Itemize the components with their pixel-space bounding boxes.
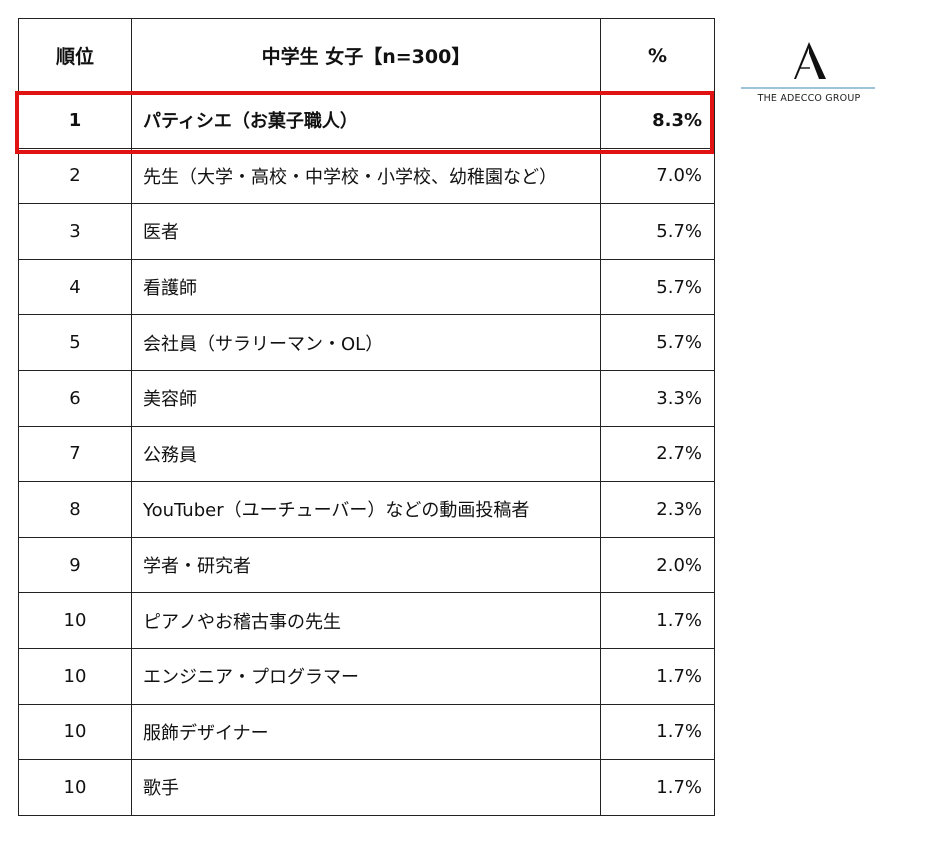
ranking-table-body: 1 パティシエ（お菓子職人） 8.3% 2 先生（大学・高校・中学校・小学校、幼稚園など… <box>18 92 715 816</box>
rank-cell: 6 <box>18 369 132 427</box>
job-cell: YouTuber（ユーチューバー）などの動画投稿者 <box>131 481 601 538</box>
table-row: 9 学者・研究者 2.0% <box>18 536 715 594</box>
percent-cell: 3.3% <box>600 369 715 427</box>
adecco-group-logo: THE ADECCO GROUP <box>741 40 877 110</box>
table-row: 10 服飾デザイナー 1.7% <box>18 703 715 761</box>
percent-cell: 1.7% <box>600 647 715 705</box>
table-row: 7 公務員 2.7% <box>18 425 715 483</box>
rank-cell: 10 <box>18 703 132 761</box>
job-cell: パティシエ（お菓子職人） <box>131 92 601 149</box>
job-cell: 先生（大学・高校・中学校・小学校、幼稚園など） <box>131 147 601 205</box>
table-row: 10 歌手 1.7% <box>18 759 715 816</box>
percent-cell: 1.7% <box>600 592 715 649</box>
logo-divider <box>741 87 875 89</box>
percent-cell: 1.7% <box>600 703 715 761</box>
percent-cell: 5.7% <box>600 203 715 260</box>
table-row: 10 ピアノやお稽古事の先生 1.7% <box>18 592 715 649</box>
percent-cell: 8.3% <box>600 92 715 149</box>
table-row: 10 エンジニア・プログラマー 1.7% <box>18 647 715 705</box>
table-header-row: 順位 中学生 女子【n=300】 % <box>18 18 715 93</box>
header-job: 中学生 女子【n=300】 <box>131 18 601 93</box>
table-row: 3 医者 5.7% <box>18 203 715 260</box>
job-cell: ピアノやお稽古事の先生 <box>131 592 601 649</box>
percent-cell: 7.0% <box>600 147 715 205</box>
rank-cell: 10 <box>18 647 132 705</box>
percent-cell: 5.7% <box>600 258 715 316</box>
logo-text: THE ADECCO GROUP <box>757 93 861 104</box>
job-cell: 医者 <box>131 203 601 260</box>
rank-cell: 2 <box>18 147 132 205</box>
adecco-logo-mark-icon <box>794 42 826 79</box>
percent-cell: 2.7% <box>600 425 715 483</box>
job-cell: 公務員 <box>131 425 601 483</box>
job-cell: 美容師 <box>131 369 601 427</box>
percent-cell: 2.0% <box>600 536 715 594</box>
percent-cell: 2.3% <box>600 481 715 538</box>
job-cell: 会社員（サラリーマン・OL） <box>131 314 601 371</box>
header-rank: 順位 <box>18 18 132 93</box>
rank-cell: 1 <box>18 92 132 149</box>
rank-cell: 10 <box>18 592 132 649</box>
job-cell: 学者・研究者 <box>131 536 601 594</box>
table-row: 8 YouTuber（ユーチューバー）などの動画投稿者 2.3% <box>18 481 715 538</box>
rank-cell: 7 <box>18 425 132 483</box>
job-cell: 歌手 <box>131 759 601 816</box>
percent-cell: 5.7% <box>600 314 715 371</box>
ranking-table-container: 順位 中学生 女子【n=300】 % 1 パティシエ（お菓子職人） 8.3% 2 先生（… <box>18 18 715 816</box>
job-cell: 服飾デザイナー <box>131 703 601 761</box>
rank-cell: 4 <box>18 258 132 316</box>
header-percent: % <box>600 18 715 93</box>
table-row: 4 看護師 5.7% <box>18 258 715 316</box>
rank-cell: 10 <box>18 759 132 816</box>
table-row: 5 会社員（サラリーマン・OL） 5.7% <box>18 314 715 371</box>
job-cell: エンジニア・プログラマー <box>131 647 601 705</box>
table-row: 6 美容師 3.3% <box>18 369 715 427</box>
job-cell: 看護師 <box>131 258 601 316</box>
table-row: 2 先生（大学・高校・中学校・小学校、幼稚園など） 7.0% <box>18 147 715 205</box>
ranking-table: 順位 中学生 女子【n=300】 % 1 パティシエ（お菓子職人） 8.3% 2 先生（… <box>18 18 715 816</box>
rank-cell: 9 <box>18 536 132 594</box>
rank-cell: 8 <box>18 481 132 538</box>
rank-cell: 3 <box>18 203 132 260</box>
percent-cell: 1.7% <box>600 759 715 816</box>
table-row: 1 パティシエ（お菓子職人） 8.3% <box>18 92 715 149</box>
rank-cell: 5 <box>18 314 132 371</box>
